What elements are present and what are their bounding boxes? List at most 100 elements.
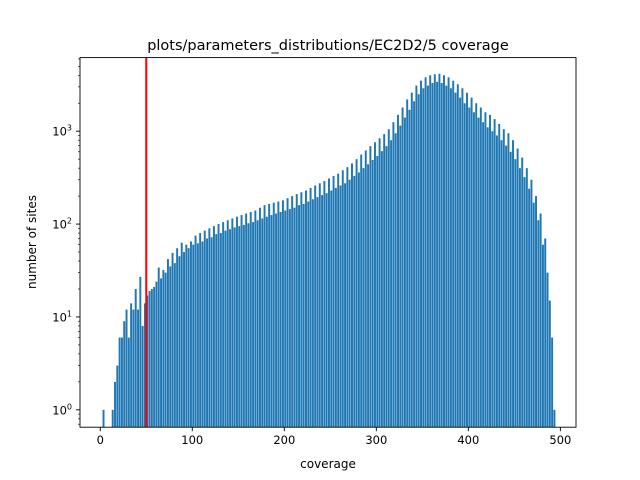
histogram-bar bbox=[367, 164, 370, 428]
histogram-bar bbox=[242, 224, 245, 428]
histogram-bar bbox=[443, 75, 445, 428]
histogram-bar bbox=[291, 196, 294, 428]
histogram-bar bbox=[530, 179, 533, 428]
x-tick-label: 300 bbox=[365, 433, 387, 447]
plot-area bbox=[102, 57, 556, 428]
histogram-bar bbox=[302, 203, 305, 428]
histogram-bar bbox=[171, 252, 174, 428]
histogram-bar bbox=[143, 303, 146, 428]
histogram-bar bbox=[189, 241, 192, 428]
histogram-bar bbox=[328, 178, 330, 428]
histogram-bar bbox=[535, 196, 537, 428]
histogram-bar bbox=[348, 179, 351, 428]
histogram-bar bbox=[438, 73, 441, 428]
histogram-bar bbox=[397, 114, 399, 428]
histogram-bar bbox=[325, 193, 328, 428]
histogram-bar bbox=[463, 103, 466, 428]
histogram-bar bbox=[173, 263, 176, 428]
histogram-bar bbox=[254, 210, 257, 428]
histogram-bar bbox=[307, 201, 310, 428]
histogram-bar bbox=[304, 190, 307, 428]
histogram-bar bbox=[240, 215, 243, 428]
histogram-bar bbox=[353, 175, 356, 428]
histogram-bar bbox=[532, 202, 535, 428]
histogram-bar bbox=[401, 107, 404, 428]
histogram-bar bbox=[178, 256, 181, 428]
histogram-bar bbox=[454, 92, 457, 428]
histogram-bar bbox=[541, 244, 544, 428]
histogram-bar bbox=[374, 142, 376, 428]
histogram-bar bbox=[180, 242, 183, 428]
histogram-bar bbox=[518, 168, 521, 428]
histogram-bar bbox=[247, 223, 250, 428]
histogram-bar bbox=[235, 216, 238, 428]
histogram-bar bbox=[459, 97, 462, 428]
histogram-bar bbox=[424, 77, 427, 428]
histogram-bar bbox=[390, 140, 393, 428]
histogram-bar bbox=[431, 83, 434, 428]
histogram-bar bbox=[268, 203, 271, 428]
histogram-bar bbox=[164, 272, 167, 428]
histogram-bar bbox=[206, 238, 209, 428]
histogram-bar bbox=[256, 220, 259, 428]
x-tick-label: 500 bbox=[549, 433, 571, 447]
histogram-bar bbox=[461, 88, 464, 428]
histogram-bar bbox=[316, 197, 319, 428]
histogram-bar bbox=[422, 88, 425, 428]
histogram-bar bbox=[245, 213, 248, 428]
histogram-bar bbox=[489, 114, 491, 428]
histogram-bar bbox=[300, 192, 303, 428]
histogram-bar bbox=[339, 185, 342, 428]
histogram-bar bbox=[355, 159, 358, 428]
histogram-bar bbox=[420, 80, 422, 428]
histogram-bar bbox=[176, 248, 179, 428]
histogram-bar bbox=[525, 168, 528, 428]
histogram-bar bbox=[332, 175, 335, 428]
histogram-bar bbox=[127, 337, 130, 428]
histogram-bar bbox=[449, 88, 452, 428]
histogram-bar bbox=[364, 150, 367, 428]
histogram-bar bbox=[346, 167, 349, 428]
chart-title: plots/parameters_distributions/EC2D2/5 c… bbox=[147, 38, 509, 54]
x-tick-label: 100 bbox=[181, 433, 203, 447]
histogram-bar bbox=[426, 85, 429, 428]
histogram-bar bbox=[380, 151, 383, 428]
histogram-bar bbox=[387, 129, 390, 428]
histogram-bar bbox=[495, 135, 498, 428]
histogram-bar bbox=[192, 244, 195, 428]
y-tick-label-base: 10 bbox=[52, 403, 67, 417]
histogram-bar bbox=[160, 278, 163, 428]
histogram-bar bbox=[233, 227, 236, 428]
histogram-bar bbox=[288, 209, 291, 428]
histogram-bar bbox=[468, 107, 471, 428]
histogram-bar bbox=[514, 159, 517, 428]
histogram-bar bbox=[265, 216, 268, 428]
histogram-bar bbox=[505, 145, 508, 428]
histogram-bar bbox=[212, 226, 215, 428]
histogram-bar bbox=[258, 207, 261, 428]
histogram-bar bbox=[120, 337, 123, 428]
histogram-bar bbox=[139, 276, 142, 428]
histogram-bar bbox=[475, 103, 478, 428]
histogram-bar bbox=[279, 211, 282, 428]
histogram-bar bbox=[226, 220, 229, 428]
histogram-bar bbox=[314, 185, 317, 428]
histogram-bar bbox=[219, 233, 222, 428]
histogram-bar bbox=[403, 117, 406, 428]
histogram-bar bbox=[433, 74, 436, 428]
histogram-bar bbox=[546, 272, 549, 428]
histogram-bar bbox=[102, 409, 105, 428]
histogram-bar bbox=[553, 409, 556, 428]
histogram-bar bbox=[410, 92, 413, 428]
histogram-bar bbox=[281, 200, 284, 428]
histogram-bar bbox=[394, 133, 397, 428]
y-tick-label-base: 10 bbox=[52, 125, 67, 139]
histogram-bar bbox=[162, 270, 165, 428]
histogram-bar bbox=[456, 84, 459, 428]
histogram-bar bbox=[309, 187, 312, 428]
histogram-bar bbox=[528, 188, 531, 428]
histogram-bar bbox=[447, 77, 450, 428]
histogram-bars bbox=[102, 73, 556, 428]
y-tick-label-exponent: 1 bbox=[67, 309, 72, 318]
